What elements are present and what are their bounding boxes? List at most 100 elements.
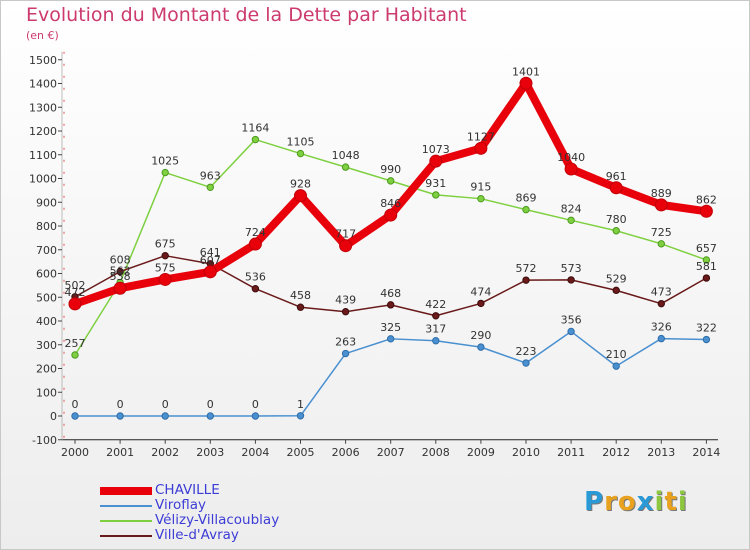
logo-letter: i xyxy=(654,487,665,517)
data-label-viroflay: 1 xyxy=(297,398,304,411)
x-tick-label: 2012 xyxy=(602,446,630,459)
y-tick-label: 800 xyxy=(36,220,57,233)
data-label-v-lizy-villacoublay: 1164 xyxy=(241,122,269,135)
data-point-v-lizy-villacoublay xyxy=(522,205,530,214)
data-label-v-lizy-villacoublay: 562 xyxy=(110,265,131,278)
x-tick-label: 2005 xyxy=(287,446,315,459)
y-tick-label: 1300 xyxy=(29,101,57,114)
data-point-v-lizy-villacoublay xyxy=(387,177,395,185)
data-label-viroflay: 223 xyxy=(516,345,537,358)
logo-letter: o xyxy=(617,487,637,517)
data-point-v-lizy-villacoublay xyxy=(71,351,79,359)
x-tick-label: 2007 xyxy=(377,446,405,459)
data-point-viroflay xyxy=(657,334,665,343)
data-label-v-lizy-villacoublay: 915 xyxy=(470,181,491,194)
data-point-viroflay xyxy=(477,343,485,351)
data-label-chaville: 607 xyxy=(200,254,221,267)
data-label-ville-d-avray: 473 xyxy=(651,286,672,299)
data-point-ville-d-avray xyxy=(116,267,124,276)
x-tick-label: 2000 xyxy=(61,446,89,459)
data-point-ville-d-avray xyxy=(702,274,711,282)
data-label-chaville: 472 xyxy=(65,286,86,299)
data-label-v-lizy-villacoublay: 1048 xyxy=(332,149,360,162)
data-point-chaville xyxy=(384,208,398,222)
legend-label-velizy: Vélizy-Villacoublay xyxy=(155,512,280,528)
data-point-ville-d-avray xyxy=(296,303,305,311)
data-label-v-lizy-villacoublay: 657 xyxy=(696,242,717,255)
data-label-viroflay: 356 xyxy=(561,313,582,326)
data-label-ville-d-avray: 573 xyxy=(561,262,582,275)
data-point-ville-d-avray xyxy=(657,299,665,308)
legend-swatch-ville-davray xyxy=(100,534,152,537)
data-point-ville-d-avray xyxy=(341,308,350,316)
data-point-viroflay xyxy=(341,349,350,358)
y-tick-label: 1000 xyxy=(29,173,57,186)
data-label-chaville: 862 xyxy=(696,193,717,206)
data-point-viroflay xyxy=(567,327,575,336)
data-label-v-lizy-villacoublay: 931 xyxy=(425,177,446,190)
data-label-chaville: 575 xyxy=(155,261,176,274)
y-tick-label: 500 xyxy=(36,291,57,304)
legend-swatch-velizy xyxy=(100,519,152,522)
y-tick-label: 200 xyxy=(36,363,57,376)
data-point-ville-d-avray xyxy=(522,276,530,284)
data-point-chaville xyxy=(474,141,488,155)
data-point-viroflay xyxy=(702,335,711,344)
data-label-chaville: 1127 xyxy=(467,130,495,143)
x-tick-label: 2013 xyxy=(647,446,675,459)
data-point-viroflay xyxy=(116,412,124,420)
data-label-v-lizy-villacoublay: 963 xyxy=(200,169,221,182)
y-tick-label: 1500 xyxy=(29,54,57,67)
data-label-viroflay: 210 xyxy=(606,348,627,361)
data-label-v-lizy-villacoublay: 1025 xyxy=(151,155,179,168)
data-label-chaville: 928 xyxy=(290,178,311,191)
data-label-chaville: 1401 xyxy=(512,65,540,78)
data-point-chaville xyxy=(203,265,217,279)
data-label-chaville: 538 xyxy=(110,270,131,283)
data-point-viroflay xyxy=(387,335,395,343)
data-point-ville-d-avray xyxy=(251,285,260,293)
data-point-chaville xyxy=(699,204,713,218)
y-tick-label: 600 xyxy=(36,268,57,281)
logo-letter: x xyxy=(636,487,655,517)
x-tick-label: 2010 xyxy=(512,446,540,459)
chart-title: Evolution du Montant de la Dette par Hab… xyxy=(26,4,467,26)
data-point-ville-d-avray xyxy=(477,299,485,308)
legend-item-ville-davray: Ville-d'Avray xyxy=(100,528,279,543)
data-label-viroflay: 0 xyxy=(117,398,124,411)
data-label-ville-d-avray: 468 xyxy=(380,287,401,300)
data-point-viroflay xyxy=(296,412,305,420)
y-tick-label: 400 xyxy=(36,315,57,328)
data-label-ville-d-avray: 572 xyxy=(516,262,537,275)
data-label-ville-d-avray: 458 xyxy=(290,289,311,302)
x-tick-label: 2004 xyxy=(241,446,269,459)
data-label-chaville: 961 xyxy=(606,170,627,183)
data-point-viroflay xyxy=(251,412,260,420)
data-label-viroflay: 263 xyxy=(335,336,356,349)
data-label-ville-d-avray: 581 xyxy=(696,260,717,273)
data-point-ville-d-avray xyxy=(387,301,395,309)
data-label-ville-d-avray: 675 xyxy=(155,238,176,251)
y-tick-label: 1100 xyxy=(29,149,57,162)
x-tick-label: 2002 xyxy=(151,446,179,459)
data-point-v-lizy-villacoublay xyxy=(612,227,620,235)
legend-label-chaville: CHAVILLE xyxy=(155,482,220,498)
y-tick-label: 1200 xyxy=(29,125,57,138)
data-label-chaville: 846 xyxy=(380,197,401,210)
data-point-chaville xyxy=(339,239,353,253)
data-point-ville-d-avray xyxy=(432,312,440,320)
data-label-chaville: 724 xyxy=(245,226,266,239)
data-point-chaville xyxy=(248,237,262,251)
x-tick-label: 2011 xyxy=(557,446,585,459)
data-label-chaville: 889 xyxy=(651,187,672,200)
data-point-chaville xyxy=(158,272,172,286)
data-point-v-lizy-villacoublay xyxy=(161,168,169,177)
data-label-ville-d-avray: 422 xyxy=(425,298,446,311)
legend: CHAVILLE Viroflay Vélizy-Villacoublay Vi… xyxy=(100,483,279,543)
y-tick-label: 100 xyxy=(36,386,57,399)
data-point-viroflay xyxy=(161,412,169,420)
data-label-viroflay: 0 xyxy=(162,398,169,411)
x-tick-label: 2001 xyxy=(106,446,134,459)
data-point-v-lizy-villacoublay xyxy=(477,194,485,203)
data-label-ville-d-avray: 474 xyxy=(470,285,491,298)
